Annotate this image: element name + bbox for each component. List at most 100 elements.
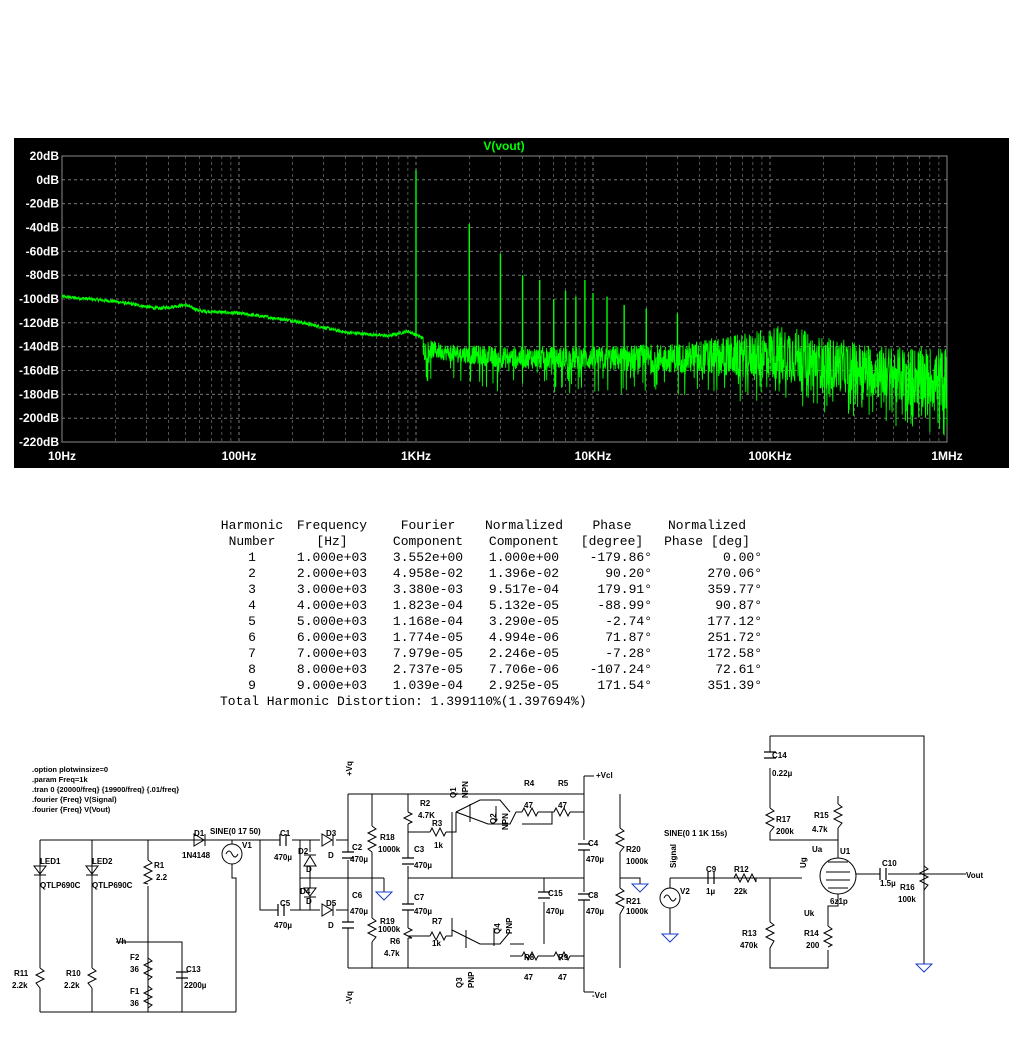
c1-symbol — [279, 834, 287, 846]
label-ug: Ug — [799, 857, 808, 868]
f2-symbol — [142, 957, 154, 981]
label-r4-val: 47 — [524, 801, 533, 810]
label-q3-type: PNP — [467, 971, 476, 988]
label-c1-val: 470µ — [274, 853, 292, 862]
c9-symbol — [707, 872, 715, 884]
label-r18-val: 1000k — [378, 845, 401, 854]
r9-symbol — [553, 950, 571, 962]
c6-symbol — [342, 921, 354, 929]
label-r20: R20 — [626, 845, 641, 854]
table-row: 8 8.000e+03 2.737e-05 7.706e-06 -107.24° 72.6… — [220, 662, 762, 678]
label-r19: R19 — [380, 917, 395, 926]
table-cell: 7.979e-05 — [392, 646, 464, 661]
v1-sine-icon — [225, 850, 239, 858]
label-r21-val: 1000k — [626, 907, 649, 916]
label-c3: C3 — [414, 845, 425, 854]
label-vq-bot: -Vq — [345, 991, 354, 1004]
label-q4-type: PNP — [505, 917, 514, 934]
table-cell: 8.000e+03 — [296, 662, 368, 677]
label-r19-val: 1000k — [378, 925, 401, 934]
table-cell: 7.706e-06 — [488, 662, 560, 677]
label-v1-value: SINE(0 17 50) — [210, 827, 261, 836]
table-cell: 1.039e-04 — [392, 678, 464, 693]
r6-symbol — [402, 927, 414, 939]
table-cell: Normalized — [484, 518, 563, 533]
label-vcl-top: +Vcl — [596, 771, 613, 780]
table-cell: -88.99° — [597, 598, 652, 613]
table-cell: [degree] — [580, 534, 644, 549]
label-r17: R17 — [776, 815, 791, 824]
d3-symbol — [321, 833, 334, 847]
plot-grid — [61, 155, 948, 443]
r11-symbol — [34, 967, 46, 989]
table-cell: 3.290e-05 — [488, 614, 560, 629]
label-vout: Vout — [966, 871, 984, 880]
label-c1: C1 — [280, 829, 291, 838]
table-header-row: Harmonic Frequency Fourier Normalized Phase N… — [220, 518, 762, 534]
label-r14: R14 — [804, 929, 819, 938]
label-r15: R15 — [814, 811, 829, 820]
y-tick-label: -120dB — [19, 316, 59, 330]
label-r3: R3 — [432, 819, 443, 828]
table-cell: 2 — [248, 566, 256, 581]
c13-symbol — [176, 971, 188, 979]
c10-symbol — [879, 868, 887, 880]
table-cell: Phase [deg] — [664, 534, 750, 549]
label-r5-val: 47 — [558, 801, 567, 810]
label-r16: R16 — [900, 883, 915, 892]
table-cell: 1.000e+00 — [488, 550, 560, 565]
label-v2-value: SINE(0 1 1K 15s) — [664, 829, 727, 838]
label-r16-val: 100k — [898, 895, 916, 904]
label-f2: F2 — [130, 953, 140, 962]
label-r15-val: 4.7k — [812, 825, 828, 834]
label-d2: D2 — [298, 847, 309, 856]
table-cell: -179.86° — [589, 550, 652, 565]
table-cell: 5 — [248, 614, 256, 629]
r13-symbol — [764, 921, 776, 949]
label-r11: R11 — [14, 969, 29, 978]
label-c15: C15 — [548, 889, 563, 898]
label-d: D — [328, 921, 334, 930]
label-r10-val: 2.2k — [64, 981, 80, 990]
r20-symbol — [614, 827, 626, 853]
f1-symbol — [142, 985, 154, 1009]
directive-line: .fourier {Freq} V(Signal) — [32, 795, 117, 804]
table-cell: Component — [392, 534, 464, 549]
label-v1: V1 — [242, 841, 252, 850]
label-d: D — [328, 851, 334, 860]
label-led1: LED1 — [40, 857, 61, 866]
d5-symbol — [321, 903, 334, 917]
r21-symbol — [614, 887, 626, 915]
table-cell: 177.12° — [707, 614, 762, 629]
table-cell: 2.925e-05 — [488, 678, 560, 693]
label-q2: Q2 — [489, 813, 498, 824]
label-u1-model: 6z1p — [830, 897, 848, 906]
label-q4: Q4 — [493, 923, 502, 934]
label-r7: R7 — [432, 917, 443, 926]
diodes — [33, 833, 334, 917]
r17-symbol — [764, 807, 776, 833]
table-cell: Harmonic — [220, 518, 284, 533]
label-r8-val: 47 — [524, 973, 533, 982]
y-tick-label: -140dB — [19, 340, 59, 354]
table-cell: 9.517e-04 — [488, 582, 560, 597]
label-c6-val: 470µ — [350, 907, 368, 916]
label-d4: D4 — [300, 887, 311, 896]
table-cell: 1.168e-04 — [392, 614, 464, 629]
label-r13-val: 470k — [740, 941, 758, 950]
directive-line: .param Freq=1k — [32, 775, 88, 784]
label-r2-val: 4.7K — [418, 811, 435, 820]
table-cell: -7.28° — [605, 646, 652, 661]
table-cell: 71.87° — [605, 630, 652, 645]
table-cell: 6 — [248, 630, 256, 645]
c14-symbol — [764, 751, 776, 759]
table-cell: 359.77° — [707, 582, 762, 597]
label-d1-model: 1N4148 — [182, 851, 211, 860]
label-r9: R9 — [558, 953, 569, 962]
table-cell: Frequency — [296, 518, 368, 533]
label-r13: R13 — [742, 929, 757, 938]
label-r6: R6 — [390, 937, 401, 946]
table-cell: 270.06° — [707, 566, 762, 581]
label-r6-val: 4.7k — [384, 949, 400, 958]
table-cell: 4.958e-02 — [392, 566, 464, 581]
